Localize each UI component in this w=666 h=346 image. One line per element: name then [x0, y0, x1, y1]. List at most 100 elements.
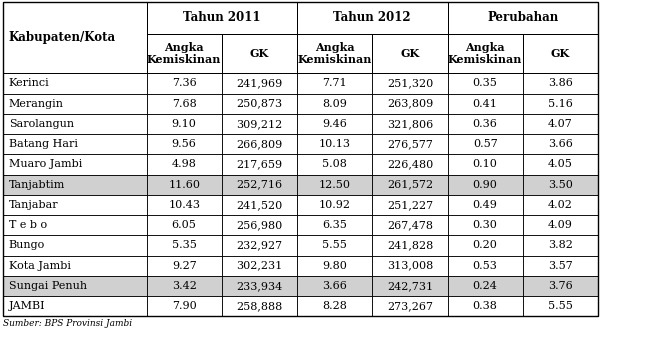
- Bar: [147, 73, 222, 93]
- Bar: [297, 93, 372, 114]
- Bar: [297, 255, 372, 276]
- Text: 3.57: 3.57: [548, 261, 573, 271]
- Bar: [297, 195, 372, 215]
- Text: 0.49: 0.49: [473, 200, 498, 210]
- Text: 313,008: 313,008: [387, 261, 433, 271]
- Bar: [297, 114, 372, 134]
- Text: T e b o: T e b o: [9, 220, 47, 230]
- Bar: [523, 195, 598, 215]
- Text: 5.55: 5.55: [548, 301, 573, 311]
- Bar: [372, 154, 448, 174]
- Text: Tanjabar: Tanjabar: [9, 200, 59, 210]
- Text: 7.68: 7.68: [172, 99, 196, 109]
- Text: 4.02: 4.02: [548, 200, 573, 210]
- Text: 267,478: 267,478: [387, 220, 433, 230]
- Text: Bungo: Bungo: [9, 240, 45, 251]
- Text: Sungai Penuh: Sungai Penuh: [9, 281, 87, 291]
- Bar: [3, 114, 147, 134]
- Text: 0.20: 0.20: [473, 240, 498, 251]
- Text: 0.30: 0.30: [473, 220, 498, 230]
- Text: 261,572: 261,572: [387, 180, 433, 190]
- Text: 266,809: 266,809: [236, 139, 282, 149]
- Bar: [3, 215, 147, 235]
- Bar: [147, 276, 222, 296]
- Text: Angka
Kemiskinan: Angka Kemiskinan: [448, 42, 522, 65]
- Bar: [448, 2, 598, 34]
- Bar: [147, 154, 222, 174]
- Text: 0.35: 0.35: [473, 79, 498, 89]
- Bar: [448, 255, 523, 276]
- Bar: [523, 235, 598, 255]
- Bar: [147, 134, 222, 154]
- Text: 5.08: 5.08: [322, 160, 347, 170]
- Text: Kabupaten/Kota: Kabupaten/Kota: [9, 31, 116, 44]
- Text: Merangin: Merangin: [9, 99, 64, 109]
- Text: 4.98: 4.98: [172, 160, 196, 170]
- Bar: [372, 114, 448, 134]
- Text: 252,716: 252,716: [236, 180, 282, 190]
- Text: Sumber: BPS Provinsi Jambi: Sumber: BPS Provinsi Jambi: [3, 319, 133, 328]
- Text: 309,212: 309,212: [236, 119, 282, 129]
- Bar: [448, 235, 523, 255]
- Bar: [3, 276, 598, 296]
- Bar: [3, 154, 147, 174]
- Bar: [147, 93, 222, 114]
- Text: 10.13: 10.13: [318, 139, 351, 149]
- Bar: [372, 195, 448, 215]
- Text: 4.09: 4.09: [548, 220, 573, 230]
- Text: 0.10: 0.10: [473, 160, 498, 170]
- Text: Batang Hari: Batang Hari: [9, 139, 78, 149]
- Text: 9.10: 9.10: [172, 119, 196, 129]
- Text: 321,806: 321,806: [387, 119, 433, 129]
- Bar: [222, 114, 297, 134]
- Bar: [147, 296, 222, 316]
- Text: 7.90: 7.90: [172, 301, 196, 311]
- Text: 12.50: 12.50: [318, 180, 351, 190]
- Bar: [222, 235, 297, 255]
- Text: GK: GK: [400, 48, 420, 59]
- Text: Sarolangun: Sarolangun: [9, 119, 74, 129]
- Bar: [147, 114, 222, 134]
- Bar: [372, 215, 448, 235]
- Bar: [3, 134, 147, 154]
- Text: 0.38: 0.38: [473, 301, 498, 311]
- Bar: [297, 235, 372, 255]
- Bar: [222, 195, 297, 215]
- Bar: [372, 235, 448, 255]
- Bar: [147, 255, 222, 276]
- Bar: [3, 235, 147, 255]
- Bar: [297, 276, 372, 296]
- Bar: [297, 134, 372, 154]
- Text: Kota Jambi: Kota Jambi: [9, 261, 71, 271]
- Bar: [222, 255, 297, 276]
- Bar: [448, 195, 523, 215]
- Bar: [448, 154, 523, 174]
- Bar: [523, 255, 598, 276]
- Bar: [147, 215, 222, 235]
- Text: GK: GK: [551, 48, 570, 59]
- Bar: [523, 73, 598, 93]
- Bar: [372, 93, 448, 114]
- Bar: [222, 73, 297, 93]
- Bar: [222, 93, 297, 114]
- Text: 9.27: 9.27: [172, 261, 196, 271]
- Text: 8.28: 8.28: [322, 301, 347, 311]
- Bar: [3, 73, 147, 93]
- Bar: [3, 2, 598, 316]
- Bar: [448, 175, 523, 195]
- Text: 11.60: 11.60: [168, 180, 200, 190]
- Text: 217,659: 217,659: [236, 160, 282, 170]
- Bar: [3, 2, 147, 73]
- Text: 256,980: 256,980: [236, 220, 282, 230]
- Bar: [448, 34, 523, 73]
- Bar: [297, 2, 448, 34]
- Bar: [3, 2, 598, 316]
- Text: 4.05: 4.05: [548, 160, 573, 170]
- Bar: [222, 276, 297, 296]
- Bar: [523, 134, 598, 154]
- Bar: [297, 73, 372, 93]
- Text: 7.71: 7.71: [322, 79, 347, 89]
- Bar: [523, 114, 598, 134]
- Bar: [523, 276, 598, 296]
- Bar: [523, 175, 598, 195]
